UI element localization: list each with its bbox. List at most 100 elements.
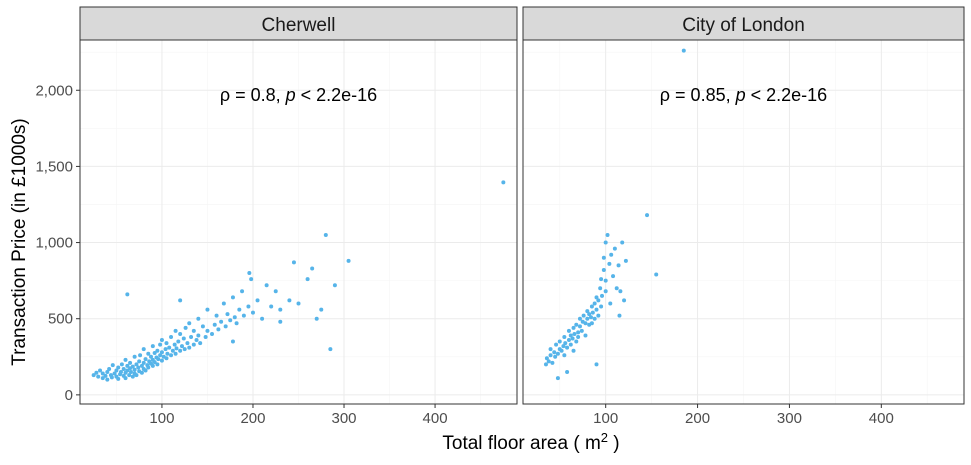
data-point [305,277,310,282]
panel-border [522,39,965,405]
data-point [123,357,128,362]
data-point [123,376,128,381]
data-point [328,347,333,352]
data-point [562,334,567,339]
data-point [149,354,154,359]
data-point [114,368,119,373]
data-point [544,356,549,361]
data-point [150,344,155,349]
data-point [319,307,324,312]
data-point [232,315,237,320]
data-point [249,277,254,282]
data-point [139,363,144,368]
data-point [125,363,130,368]
facet-strip-label: City of London [682,15,805,36]
data-point [603,240,608,245]
data-point [601,255,606,260]
x-tick-label: 300 [332,410,357,427]
y-tick-label: 2,000 [35,82,73,99]
data-point [620,240,625,245]
x-tick-label: 300 [777,410,802,427]
data-point [599,304,604,309]
data-point [623,258,628,263]
data-point [174,346,179,351]
data-point [622,298,627,303]
data-point [346,258,351,263]
data-point [200,324,205,329]
data-point [214,313,219,318]
data-point [196,316,201,321]
data-point [194,338,199,343]
data-point [158,342,163,347]
data-point [585,316,590,321]
data-point [234,321,239,326]
data-point [581,313,586,318]
data-point [181,336,186,341]
data-point [116,365,121,370]
data-point [576,330,581,335]
data-point [109,375,114,380]
y-tick-label: 0 [65,387,73,404]
data-point [278,319,283,324]
data-point [128,370,133,375]
data-point [91,373,96,378]
x-tick-label: 400 [869,410,894,427]
data-point [152,360,157,365]
x-tick-label: 100 [149,410,174,427]
data-point [590,310,595,315]
data-point [130,374,135,379]
data-point [600,293,605,298]
data-point [260,316,265,321]
data-point [255,298,260,303]
data-point [577,324,582,329]
data-point [191,342,196,347]
data-point [555,351,560,356]
x-axis-title-superscript: 2 [601,430,608,445]
data-point [681,48,686,53]
data-point [603,289,608,294]
data-point [155,362,160,367]
data-point [105,377,110,382]
data-point [159,350,164,355]
data-point [103,373,108,378]
data-point [588,315,593,320]
p-symbol: p [735,85,746,105]
data-point [139,370,144,375]
rho-symbol: ρ [220,85,230,105]
data-point [100,371,105,376]
data-point [141,347,146,352]
x-axes: 100 200 300 400 100 200 300 400 [149,404,894,427]
data-point [607,261,612,266]
data-point [548,347,553,352]
data-point [601,267,606,272]
data-point [159,338,164,343]
data-point [589,321,594,326]
data-point [183,325,188,330]
data-point [618,289,623,294]
facet-strip [79,6,518,41]
data-point [116,376,121,381]
data-point [576,334,581,339]
data-point [589,304,594,309]
data-point [273,289,278,294]
rho-value: = 0.8, [230,85,286,105]
data-point [605,232,610,237]
data-point [230,295,235,300]
data-point [296,301,301,306]
panels: Cherwell ρ = 0.8, p < 2.2e-16 City of Lond… [79,6,965,405]
x-axis-title: Total floor area ( m2 ) [442,430,619,455]
facet-strip-label: Cherwell [262,15,336,36]
correlation-annotation: ρ = 0.8, p < 2.2e-16 [220,85,377,105]
data-point [269,304,274,309]
data-point [187,321,192,326]
data-point [178,298,183,303]
correlation-annotation: ρ = 0.85, p < 2.2e-16 [660,85,827,105]
data-point [561,344,566,349]
data-point [596,298,601,303]
data-point [565,345,570,350]
data-point [143,357,148,362]
data-point [568,333,573,338]
data-point [574,322,579,327]
data-point [182,347,187,352]
